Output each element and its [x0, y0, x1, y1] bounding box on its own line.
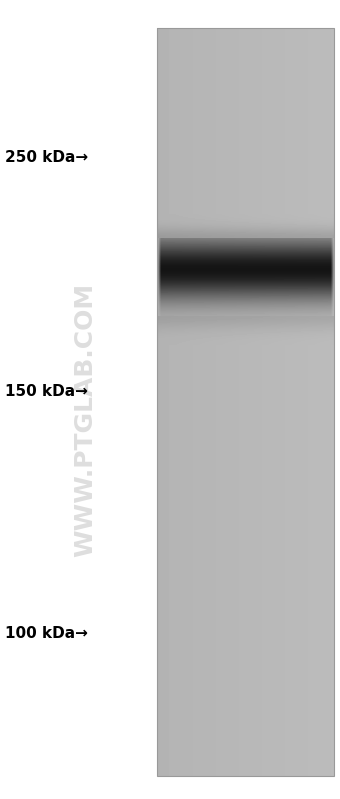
Text: 250 kDa→: 250 kDa→ [5, 150, 88, 165]
Bar [157, 28, 334, 776]
Text: WWW.PTGLAB.COM: WWW.PTGLAB.COM [73, 283, 97, 557]
Text: 150 kDa→: 150 kDa→ [5, 384, 88, 400]
Text: 100 kDa→: 100 kDa→ [5, 626, 88, 642]
